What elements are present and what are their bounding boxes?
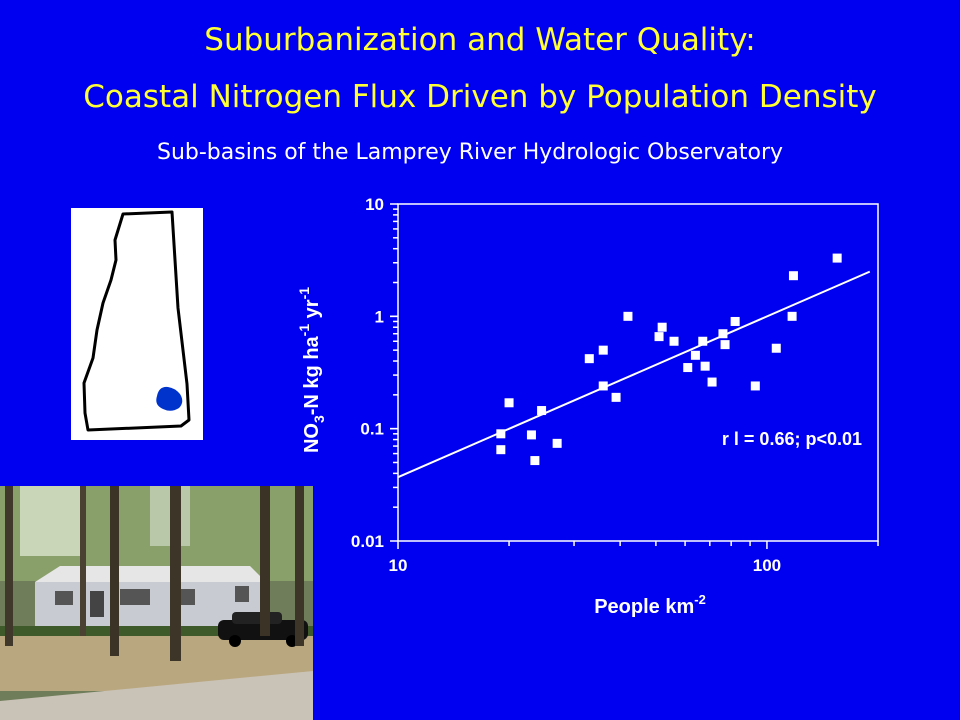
data-point xyxy=(690,350,700,360)
data-point xyxy=(750,381,760,391)
slide-title-line2: Coastal Nitrogen Flux Driven by Populati… xyxy=(83,79,877,115)
state-outline xyxy=(82,210,191,432)
y-label-part: 3 xyxy=(311,415,327,423)
y-label-part: -N kg ha xyxy=(301,335,323,415)
scatter-chart: 10 100 10 1 0.1 0.01 r l = 0.66; p<0.01 Peop… xyxy=(296,195,879,618)
data-point xyxy=(504,398,514,408)
data-point xyxy=(598,381,608,391)
data-point xyxy=(623,311,633,321)
slide-subtitle: Sub-basins of the Lamprey River Hydrolog… xyxy=(156,140,784,165)
data-point xyxy=(611,392,621,402)
data-point xyxy=(787,311,797,321)
data-point xyxy=(771,343,781,353)
x-label-superscript: -2 xyxy=(694,592,706,607)
data-point xyxy=(700,361,710,371)
y-tick-label: 10 xyxy=(365,195,384,214)
data-point xyxy=(788,271,798,281)
data-points xyxy=(496,253,842,466)
y-tick-label: 0.1 xyxy=(360,420,384,439)
data-point xyxy=(552,438,562,448)
data-point xyxy=(530,456,540,466)
x-tick-label: 10 xyxy=(389,556,408,575)
data-point xyxy=(698,336,708,346)
y-axis: 10 1 0.1 0.01 xyxy=(351,195,398,551)
data-point xyxy=(720,340,730,350)
y-label-part: yr xyxy=(301,299,323,324)
suburban-house-photo xyxy=(0,486,313,720)
data-point xyxy=(598,345,608,355)
x-axis-label: People km-2 xyxy=(594,592,706,618)
data-point xyxy=(657,322,667,332)
data-point xyxy=(496,429,506,439)
state-map xyxy=(71,208,203,440)
data-point xyxy=(832,253,842,263)
data-point xyxy=(496,445,506,455)
data-point xyxy=(730,316,740,326)
y-label-part: NO xyxy=(301,423,323,453)
y-tick-label: 1 xyxy=(375,307,384,326)
data-point xyxy=(707,377,717,387)
y-tick-label: 0.01 xyxy=(351,532,384,551)
data-point xyxy=(669,336,679,346)
correlation-annotation: r l = 0.66; p<0.01 xyxy=(722,429,862,449)
state-outline-map xyxy=(82,210,191,432)
data-point xyxy=(718,329,728,339)
data-point xyxy=(654,332,664,342)
data-point xyxy=(683,363,693,373)
x-axis: 10 100 xyxy=(389,541,879,575)
y-axis-label: NO3-N kg ha-1 yr-1 xyxy=(296,287,327,453)
data-point xyxy=(537,406,547,416)
data-point xyxy=(526,430,536,440)
x-tick-label: 100 xyxy=(753,556,781,575)
y-label-part: -1 xyxy=(296,287,312,300)
x-label-base: People km xyxy=(594,596,694,618)
y-label-part: -1 xyxy=(296,324,312,337)
plot-area xyxy=(397,203,879,542)
data-point xyxy=(584,354,594,364)
slide-title-line1: Suburbanization and Water Quality: xyxy=(204,22,756,58)
trend-line xyxy=(397,270,871,479)
lamprey-basin xyxy=(156,386,183,411)
